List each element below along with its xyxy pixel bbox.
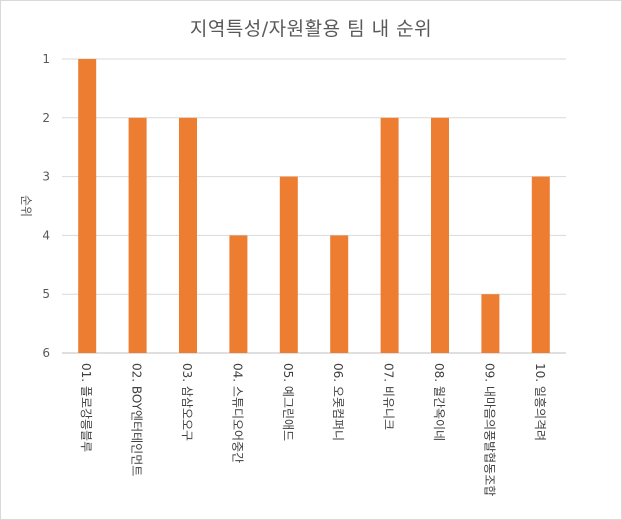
bar bbox=[531, 176, 550, 353]
y-tick-label: 5 bbox=[42, 287, 50, 301]
x-tick-label: 05. 예그린애드 bbox=[281, 363, 295, 441]
y-tick-label: 2 bbox=[42, 111, 50, 125]
x-tick-label: 04. 스튜디오어중간 bbox=[230, 363, 244, 463]
bar bbox=[128, 117, 147, 353]
x-tick-label: 08. 월간옥이네 bbox=[432, 363, 446, 441]
x-tick-label: 06. 오롯컴퍼니 bbox=[331, 363, 345, 441]
bar bbox=[179, 117, 197, 353]
x-tick-label: 07. 비유니크 bbox=[382, 363, 396, 430]
x-axis-ticks: 01. 플로강릉블루 02. BOY엔터테인먼트 03. 삼삼오오구 04. 스튜디오… bbox=[79, 363, 547, 496]
bar bbox=[78, 59, 97, 353]
y-tick-label: 3 bbox=[42, 170, 50, 184]
bar bbox=[481, 294, 500, 353]
x-tick-label: 09. 내마음의풍발협동조합 bbox=[482, 363, 496, 496]
y-axis-ticks: 1 2 3 4 5 6 bbox=[42, 52, 50, 360]
y-tick-label: 1 bbox=[42, 52, 50, 66]
y-tick-label: 6 bbox=[42, 346, 50, 360]
bars bbox=[78, 59, 550, 353]
bar bbox=[279, 176, 298, 353]
x-tick-label: 10. 일흥의격려 bbox=[533, 363, 547, 441]
x-tick-label: 03. 삼삼오오구 bbox=[180, 363, 194, 441]
y-tick-label: 4 bbox=[42, 228, 50, 242]
bar bbox=[229, 235, 248, 353]
x-tick-label: 01. 플로강릉블루 bbox=[79, 363, 93, 452]
bar bbox=[380, 117, 399, 353]
chart-title: 지역특성/자원활용 팀 내 순위 bbox=[189, 18, 433, 40]
bar bbox=[431, 117, 449, 353]
x-tick-label: 02. BOY엔터테인먼트 bbox=[130, 363, 144, 476]
y-axis-label: 순위 bbox=[19, 195, 33, 217]
bar bbox=[330, 235, 349, 353]
